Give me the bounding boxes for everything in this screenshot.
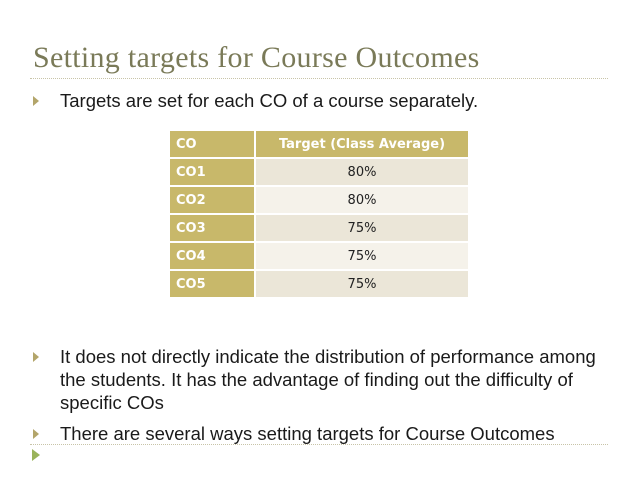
bullet-arrow-icon <box>33 96 39 106</box>
title-divider <box>30 78 608 79</box>
bullet-text-2: It does not directly indicate the distri… <box>60 346 596 413</box>
target-cell: 75% <box>254 241 470 271</box>
target-cell: 75% <box>254 213 470 243</box>
slide-title: Setting targets for Course Outcomes <box>33 41 480 74</box>
target-cell: 80% <box>254 185 470 215</box>
co-cell: CO2 <box>168 185 256 215</box>
bullet-arrow-icon <box>33 352 39 362</box>
target-cell: 80% <box>254 157 470 187</box>
co-cell: CO4 <box>168 241 256 271</box>
footer-divider <box>30 444 608 445</box>
bullet-text-1: Targets are set for each CO of a course … <box>60 90 479 111</box>
co-cell: CO5 <box>168 269 256 299</box>
co-cell: CO3 <box>168 213 256 243</box>
table-row: CO5 75% <box>168 269 470 299</box>
table-row: CO3 75% <box>168 213 470 243</box>
co-cell: CO1 <box>168 157 256 187</box>
column-header-co: CO <box>168 129 256 159</box>
table-row: CO4 75% <box>168 241 470 271</box>
co-target-table: CO Target (Class Average) CO1 80% CO2 80… <box>168 129 470 299</box>
table-row: CO1 80% <box>168 157 470 187</box>
target-cell: 75% <box>254 269 470 299</box>
bullet-arrow-icon <box>33 429 39 439</box>
bullet-text-3: There are several ways setting targets f… <box>60 423 555 444</box>
column-header-target: Target (Class Average) <box>254 129 470 159</box>
table-row: CO2 80% <box>168 185 470 215</box>
slide-corner-arrow-icon <box>32 449 40 461</box>
table-header-row: CO Target (Class Average) <box>168 129 470 159</box>
